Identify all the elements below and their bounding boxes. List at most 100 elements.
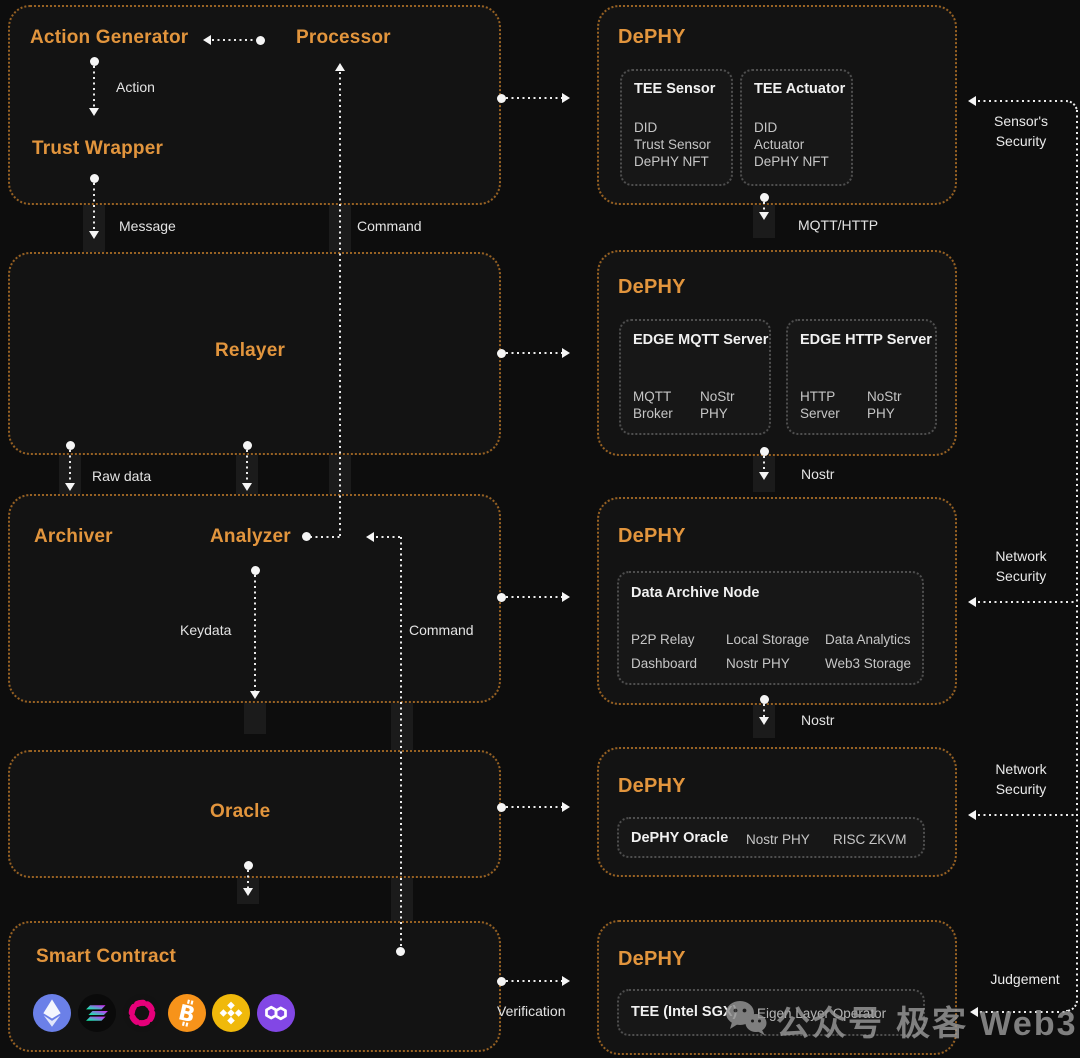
tee-sgx-name: TEE (Intel SGX) [631,1004,738,1020]
action-label: Action [116,79,155,95]
archive-item: Web3 Storage [825,656,912,671]
tee-sensor-card [620,69,733,186]
network-security2-line [978,814,1076,816]
polkadot-icon [123,994,161,1032]
action-generator-title: Action Generator [30,27,189,48]
mqtt-arrow-dot [759,192,769,202]
tee-sensor-line: Trust Sensor [634,137,711,152]
generator-processor-box [8,5,501,205]
dephy-oracle-item: RISC ZKVM [833,832,907,847]
edge-http-cell: NoStr PHY [867,389,902,421]
nostr1-arrow-dot [759,446,769,456]
oracle-arrow-dot [243,860,253,870]
security-rail [1076,110,1078,1002]
row2-arrow-dot [496,348,506,358]
nostr1-arrow-head [759,472,769,480]
edge-mqtt-card [619,319,771,435]
message-arrow-dot [89,173,99,183]
processor-gen-line [212,39,254,41]
security-rail-top-corner [1066,100,1078,112]
sensors-security-line [978,100,1066,102]
row5-arrow-dot [496,976,506,986]
bitcoin-icon: B [168,994,206,1032]
archive-item: P2P Relay [631,632,695,647]
rawdata-label: Raw data [92,468,152,484]
rawdata-arrow-dot [65,440,75,450]
svg-text:B: B [176,1000,197,1028]
row1-arrow-dot [496,93,506,103]
edge-mqtt-card-title: EDGE MQTT Server [633,332,769,348]
rawdata-arrow2-head [242,483,252,491]
command-up-label: Command [357,218,422,234]
row2-arrow-line [506,352,562,354]
keydata-arrow-line [254,575,256,691]
network-security2-head [968,810,976,820]
row5-arrow-head [562,976,570,986]
wechat-icon [722,998,770,1043]
analyzer-title: Analyzer [210,526,291,547]
edge-mqtt-cell: MQTT Broker [633,389,673,421]
action-arrow-dot [89,56,99,66]
tee-sgx-card [617,989,925,1036]
tee-actuator-line: DePHY NFT [754,154,829,169]
oracle-title: Oracle [210,801,271,822]
tee-actuator-line: DID [754,120,778,135]
network-security2-label: Network Security [995,761,1047,797]
network-security1-label: Network Security [995,548,1047,584]
dephy-oracle-name: DePHY Oracle [631,830,729,846]
edge-mqtt-cell: NoStr PHY [700,389,735,421]
row4-arrow-head [562,802,570,812]
smart-contract-box [8,921,501,1052]
command-up-head [335,63,345,71]
command-up-dot [302,531,311,541]
smart-contract-title: Smart Contract [36,946,177,967]
keydata-arrow-dot [250,565,260,575]
row4-arrow-dot [496,802,506,812]
oracle-arrow-line [247,870,249,888]
rawdata-arrow2-line [246,450,248,483]
keydata-label: Keydata [180,622,232,638]
mqtt-arrow-head [759,212,769,220]
command-up-elbow [310,536,340,538]
processor-gen-dot [255,35,265,45]
nostr2-arrow-dot [759,694,769,704]
network-security1-head [968,597,976,607]
nostr2-arrow-line [763,704,765,717]
judgement-label: Judgement [990,971,1060,987]
message-arrow-line [93,183,95,231]
eigen-layer-operator: Eigen Layer Operator [757,1006,887,1021]
command-down-line [400,537,402,947]
data-archive-node-title: Data Archive Node [631,585,760,601]
mqtt-http-label: MQTT/HTTP [798,217,879,233]
sensors-security-head [968,96,976,106]
rawdata-arrow-head [65,483,75,491]
oracle-box [8,750,501,878]
tee-sensor-line: DePHY NFT [634,154,709,169]
sensors-security-label: Sensor's Security [993,113,1049,149]
solana-icon [78,994,116,1032]
tee-actuator-card-title: TEE Actuator [754,81,846,97]
tee-sensor-card-title: TEE Sensor [634,81,716,97]
trust-wrapper-title: Trust Wrapper [32,138,164,159]
message-arrow-head [89,231,99,239]
command-down-elbow [376,536,402,538]
watermark-text-2: 极客 Web3 [896,1005,1078,1043]
archive-item: Dashboard [631,656,698,671]
dephy-title-3: DePHY [618,525,686,547]
tee-sensor-line: DID [634,120,658,135]
dephy-title-5: DePHY [618,948,686,970]
dephy-oracle-item: Nostr PHY [746,832,810,847]
verification-label: Verification [497,1003,566,1019]
edge-http-card-title: EDGE HTTP Server [800,332,932,348]
edge-http-card [786,319,937,435]
command-up-line [339,72,341,537]
nostr1-label: Nostr [801,466,835,482]
data-archive-node-card [617,571,924,685]
command-down-dot [396,946,405,956]
dephy-oracle-card [617,817,925,858]
row2-arrow-head [562,348,570,358]
tee-actuator-line: Actuator [754,137,805,152]
dephy-title-2: DePHY [618,276,686,298]
archive-item: Local Storage [726,632,810,647]
